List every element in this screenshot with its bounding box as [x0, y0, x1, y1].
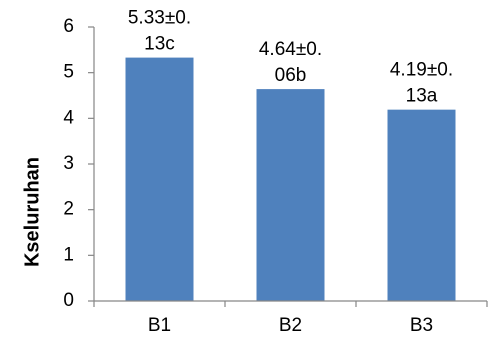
bars: [125, 57, 456, 302]
x-tick-labels: B1 B2 B3: [148, 315, 433, 336]
y-tick-label: 0: [63, 290, 74, 311]
bar-b3: [387, 109, 456, 301]
y-axis-label: Kseluruhan: [21, 157, 43, 267]
data-label-line: 13a: [406, 86, 438, 107]
x-tick-label: B2: [279, 315, 302, 336]
x-tick-label: B1: [148, 315, 171, 336]
bar-b2: [256, 89, 325, 302]
x-tick-label: B3: [410, 315, 433, 336]
data-labels: 5.33±0. 13c 4.64±0. 06b 4.19±0. 13a: [128, 8, 453, 107]
y-tick-label: 4: [63, 107, 74, 128]
data-label: 5.33±0. 13c: [128, 8, 191, 55]
axes: [88, 26, 488, 307]
data-label-line: 4.19±0.: [390, 60, 453, 81]
y-tick-label: 3: [63, 153, 74, 174]
data-label: 4.64±0. 06b: [259, 39, 322, 86]
y-tick-labels: 0 1 2 3 4 5 6: [63, 16, 74, 311]
data-label-line: 4.64±0.: [259, 39, 322, 60]
bar-b1: [125, 57, 194, 302]
y-tick-label: 2: [63, 199, 74, 220]
y-tick-label: 5: [63, 62, 74, 83]
data-label-line: 5.33±0.: [128, 8, 191, 29]
y-tick-label: 1: [63, 244, 74, 265]
data-label-line: 06b: [275, 65, 307, 86]
y-tick-label: 6: [63, 16, 74, 37]
data-label: 4.19±0. 13a: [390, 60, 453, 107]
data-label-line: 13c: [144, 34, 175, 55]
